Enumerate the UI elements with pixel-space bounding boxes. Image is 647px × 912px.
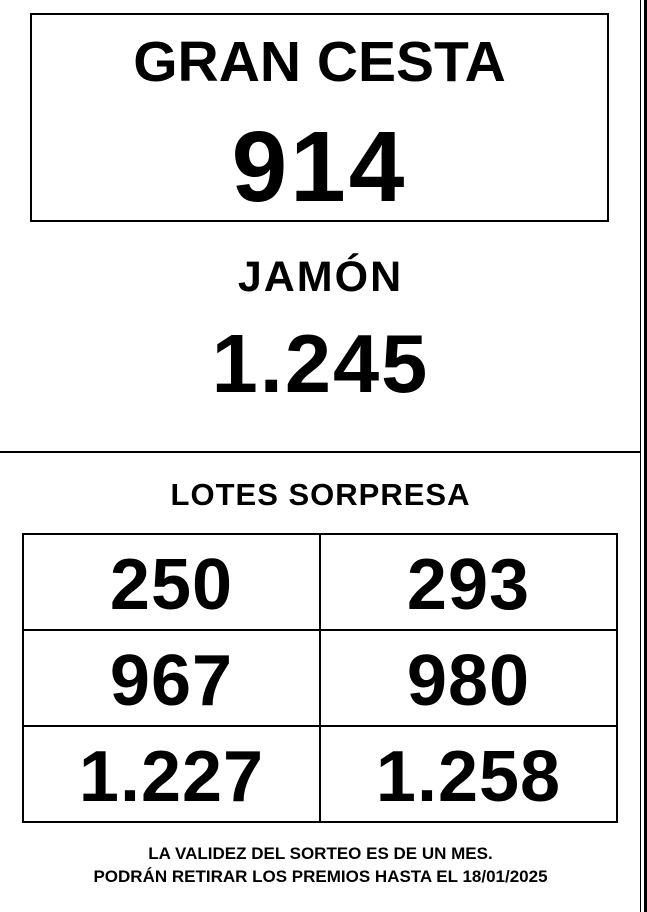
- lote-number-cell: 250: [24, 535, 319, 629]
- lotes-table: 250 293 967 980 1.227 1.258: [22, 533, 618, 823]
- gran-cesta-box: GRAN CESTA 914: [30, 13, 609, 222]
- page-edge-line-outer: [644, 0, 647, 912]
- gran-cesta-number: 914: [231, 111, 408, 223]
- footer-note: LA VALIDEZ DEL SORTEO ES DE UN MES. PODR…: [0, 843, 641, 888]
- gran-cesta-title: GRAN CESTA: [133, 30, 506, 94]
- jamon-title: JAMÓN: [237, 253, 404, 301]
- section-divider-line: [0, 451, 641, 453]
- lote-number-cell: 293: [321, 535, 616, 629]
- lote-number-cell: 980: [321, 631, 616, 725]
- lotes-sorpresa-title: LOTES SORPRESA: [170, 477, 471, 512]
- lote-number-cell: 967: [24, 631, 319, 725]
- lote-number-cell: 1.227: [24, 727, 319, 821]
- jamon-number: 1.245: [211, 317, 430, 410]
- page-edge-line-inner: [640, 0, 641, 912]
- footer-validity-line: LA VALIDEZ DEL SORTEO ES DE UN MES.: [148, 844, 493, 863]
- lote-number-cell: 1.258: [321, 727, 616, 821]
- footer-deadline-line: PODRÁN RETIRAR LOS PREMIOS HASTA EL 18/0…: [93, 866, 548, 886]
